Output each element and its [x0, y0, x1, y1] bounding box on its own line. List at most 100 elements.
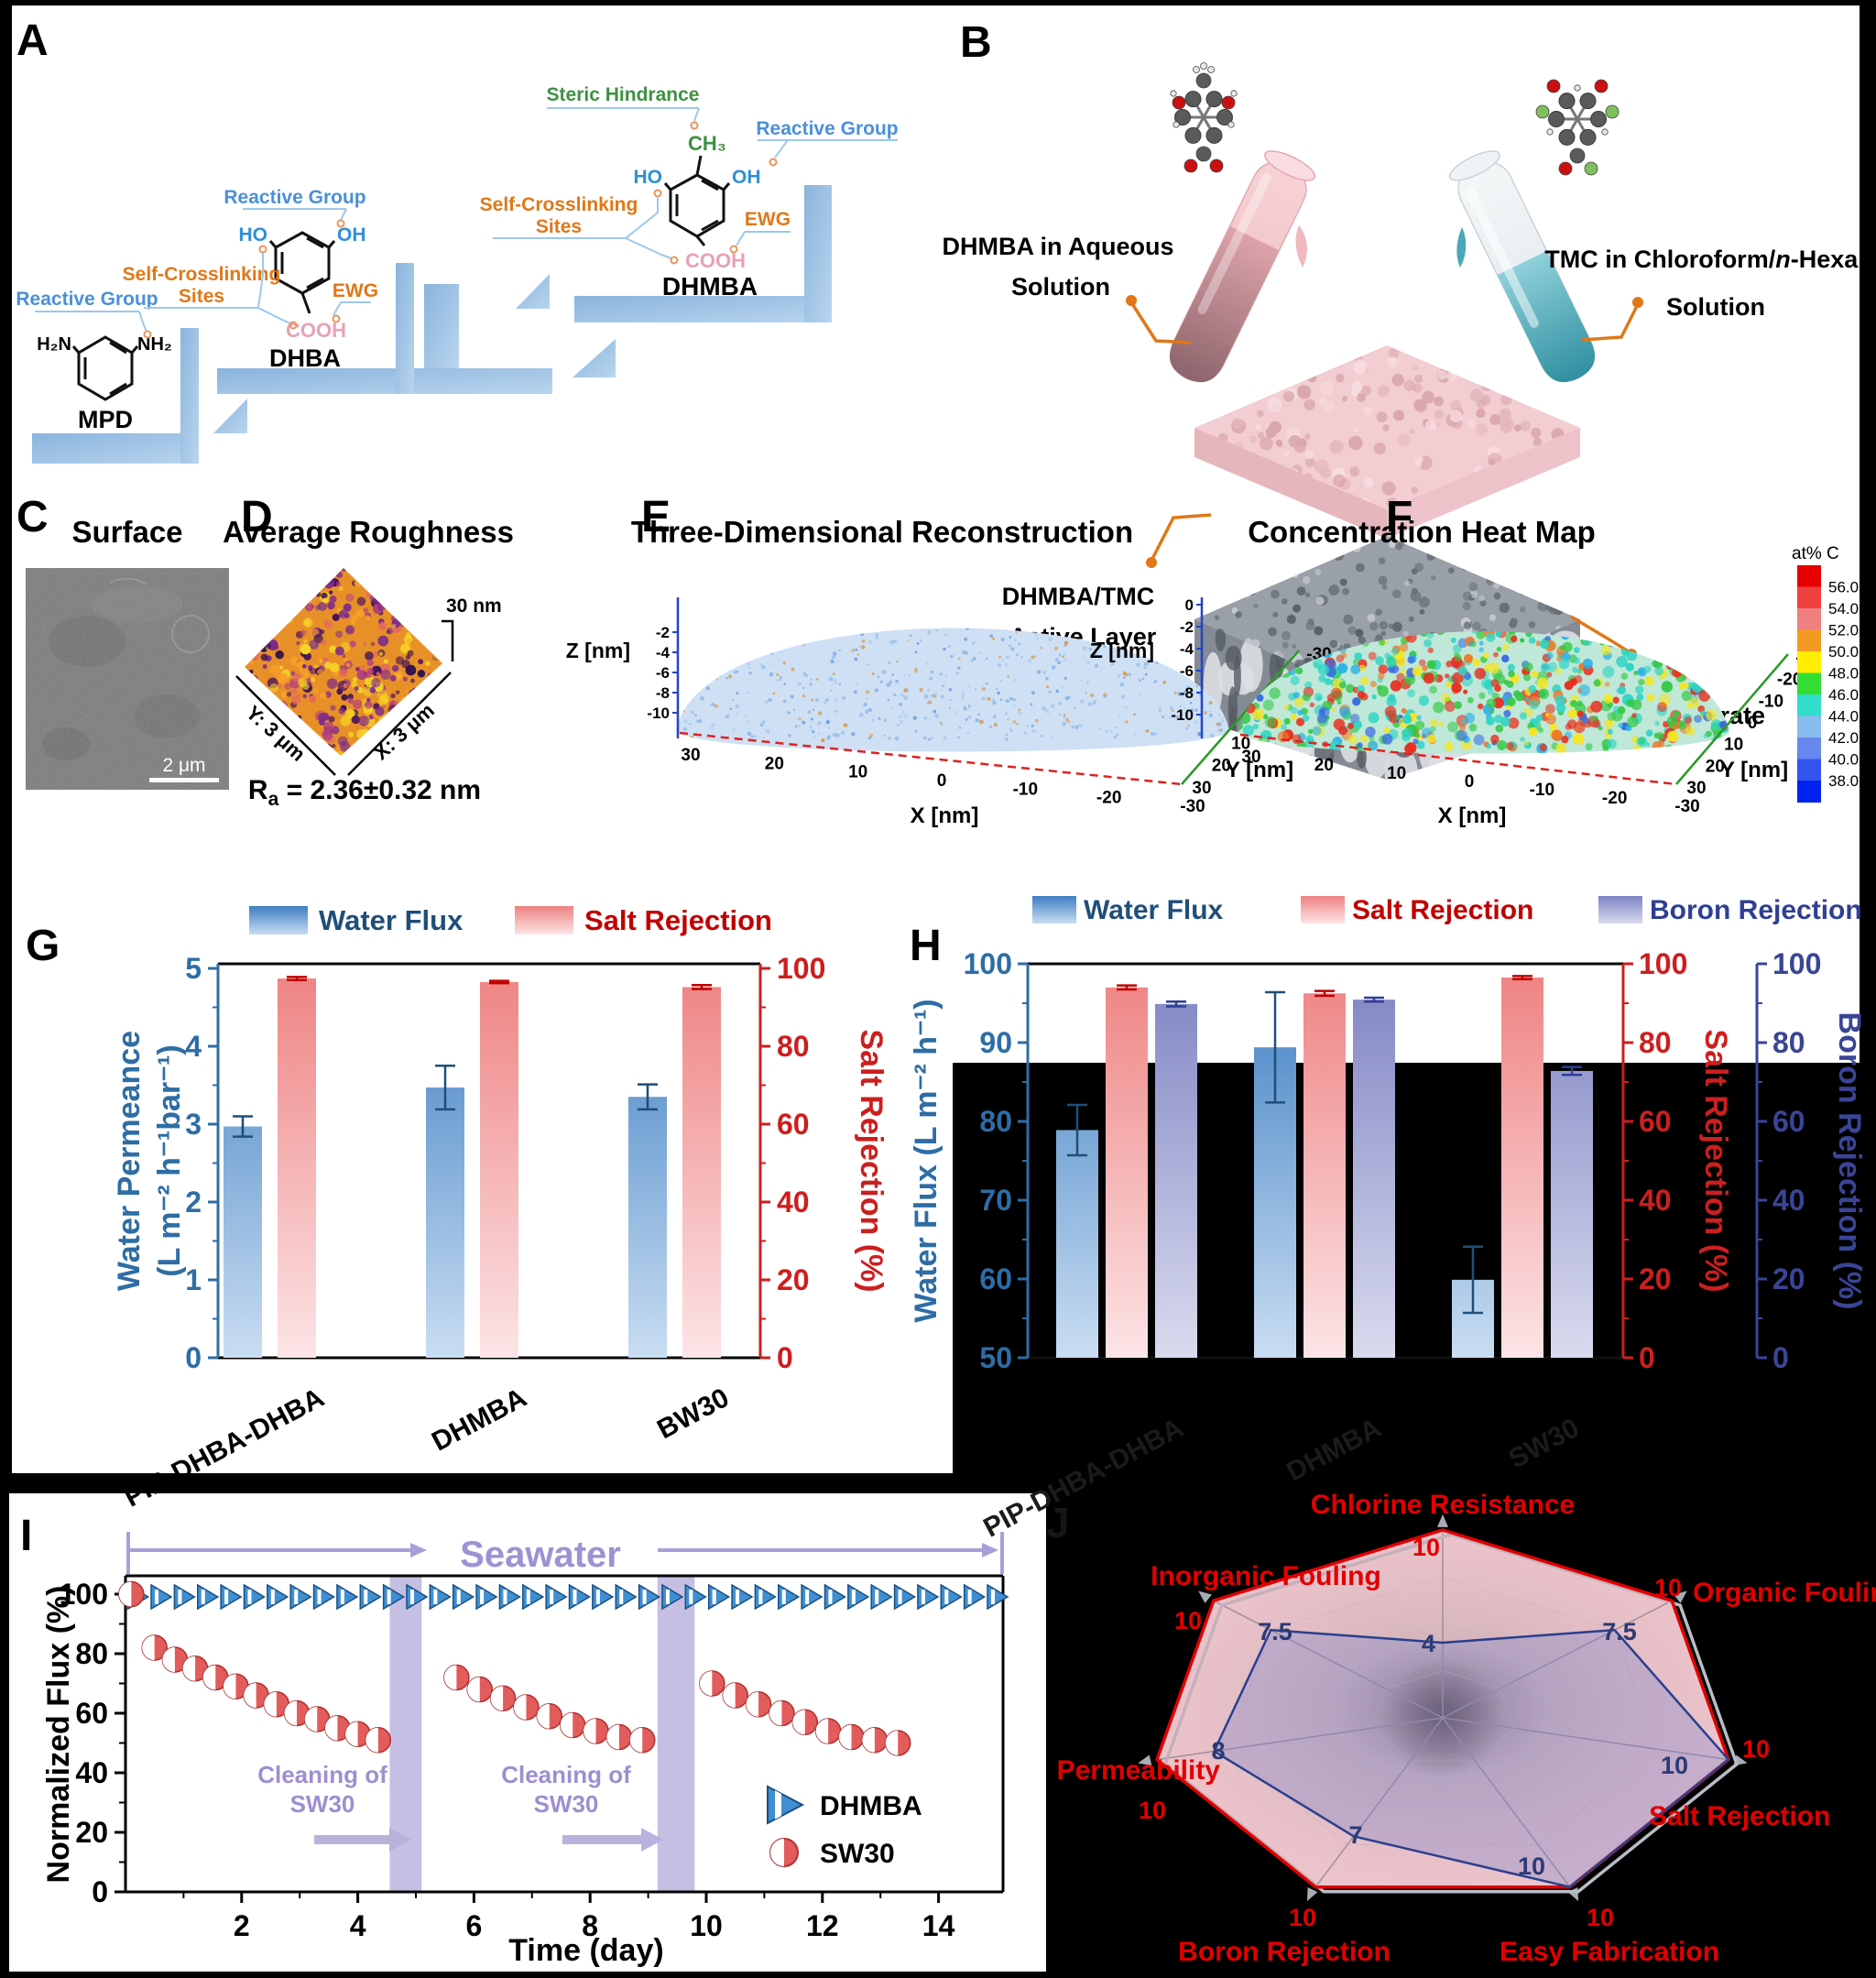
dhmba-point [173, 1583, 196, 1611]
legend-h-water-flux: Water Flux [1084, 895, 1224, 925]
legend-swatch-h-salt [1301, 896, 1345, 923]
tick-label: 60 [979, 1262, 1012, 1295]
dhmba-point [150, 1583, 173, 1611]
dhmba-point-stripe [317, 1590, 322, 1604]
radar-tip-10-of: 10 [1654, 1574, 1682, 1601]
radar-axis-arrow [1674, 1590, 1687, 1603]
cleaning-label-2b: SW30 [534, 1790, 599, 1818]
legend-swatch-h-water-flux [1032, 896, 1076, 923]
tick-label: 2 [185, 1186, 202, 1218]
category-label: SW30 [1504, 1413, 1585, 1474]
dhmba-point [197, 1583, 220, 1611]
dhmba-point-stripe [155, 1590, 159, 1604]
colorbar-segment [1797, 759, 1821, 781]
dhmba-point [289, 1583, 312, 1611]
sw30-point-half [792, 1710, 805, 1735]
sw30-point-half [769, 1700, 782, 1726]
colorbar-segment [1797, 565, 1821, 587]
dhba-oh: OH [337, 224, 366, 246]
g-ylabel-left-1: Water Permeance [112, 1031, 147, 1291]
tick-label: -10 [1013, 780, 1038, 799]
tick-label: 30 [681, 746, 700, 765]
tick-label: 20 [1212, 757, 1231, 776]
dhmba-point [801, 1583, 823, 1611]
annotation-ewg-dhmba: EWG [745, 209, 791, 230]
bar [682, 987, 721, 1358]
dhmba-point-stripe [364, 1590, 368, 1604]
radar-tip-10-cr: 10 [1412, 1534, 1440, 1561]
dhmba-point-stripe [270, 1590, 275, 1604]
panel-h-chart: H Water Flux Salt Rejection Boron Reject… [909, 895, 1867, 1544]
bar [278, 978, 316, 1358]
radar-axis-chlorine-resistance: Chlorine Resistance [1311, 1490, 1575, 1520]
dhmba-name: DHMBA [662, 272, 758, 301]
tick-label: 100 [777, 952, 825, 985]
panel-e-label: E [641, 493, 671, 541]
axis-line [1442, 1717, 1571, 1888]
dhmba-point [893, 1583, 917, 1611]
dhmba-point [684, 1583, 707, 1611]
colorbar-segment [1797, 738, 1821, 760]
sw30-point-half [202, 1665, 216, 1690]
sw30-point-half [118, 1581, 132, 1607]
tick-label: -20 [1777, 671, 1802, 690]
tick-label: -2 [656, 624, 670, 641]
dhmba-point-stripe [550, 1590, 554, 1604]
panel-g-chart: G Water Flux Salt Rejection Water Permea… [26, 904, 889, 1514]
axis-line [1442, 1600, 1673, 1719]
sw30-point-half [606, 1724, 619, 1750]
dhmba-point-stripe [247, 1590, 252, 1604]
radar-value-pm: 8 [1211, 1737, 1225, 1765]
pink-test-tube-icon [1169, 150, 1316, 383]
tick-label: 20 [765, 754, 784, 773]
dhmba-point-stripe [178, 1590, 182, 1604]
legend-h-salt-rejection: Salt Rejection [1352, 895, 1533, 925]
radar-axis-permeability: Permeability [1057, 1755, 1221, 1786]
dhmba-point [592, 1583, 615, 1611]
dhmba-point [452, 1583, 475, 1611]
sw30-point-half [244, 1683, 256, 1708]
dhmba-point [987, 1583, 1009, 1611]
sw30-point-half [537, 1703, 550, 1729]
dhmba-point-stripe [642, 1590, 647, 1604]
radar-value-if: 7.5 [1258, 1618, 1292, 1645]
tick-label: -8 [656, 684, 670, 702]
seawater-label: Seawater [460, 1535, 621, 1575]
panel-a-label: A [16, 16, 49, 65]
dhmba-point [220, 1583, 243, 1611]
radar-axis-arrow [1437, 1514, 1448, 1527]
bar [628, 1097, 667, 1358]
annotation-dots [143, 121, 778, 339]
tick-label: 80 [1639, 1026, 1672, 1059]
tick-label: -4 [1180, 640, 1194, 658]
sw30-point-half [284, 1700, 298, 1726]
tick-label: 10 [1387, 764, 1406, 783]
tick-label: 40 [777, 1186, 810, 1218]
tick-label: 30 [1686, 779, 1706, 798]
tick-label: 10 [1724, 736, 1743, 755]
radar-tip-10-pm: 10 [1139, 1797, 1166, 1824]
dhmba-point-stripe [944, 1590, 949, 1604]
tick-label: 20 [1639, 1262, 1672, 1295]
tick-label: 0 [92, 1875, 108, 1908]
panel-a: A H₂N NH₂ MPD [16, 16, 899, 464]
colorbar-segment [1797, 694, 1821, 716]
mpd-name: MPD [78, 406, 133, 433]
tick-label: -6 [1180, 662, 1194, 680]
bar [426, 1087, 464, 1358]
legend-water-flux: Water Flux [319, 904, 464, 936]
panel-f-title: Concentration Heat Map [1248, 515, 1596, 549]
panel-d: D Average Roughness 30 nm Y: 3 μm X: 3 μ… [223, 493, 514, 810]
dhmba-point-stripe [758, 1590, 763, 1604]
tick-label: 40.0 [1828, 751, 1859, 769]
tick-label: 30 [1192, 779, 1211, 798]
legend-swatch-salt-rejection [515, 906, 573, 934]
tick-label: 60 [1639, 1105, 1672, 1138]
dhmba-point-stripe [387, 1590, 391, 1604]
apt-dome [676, 628, 1229, 752]
tick-label: 4 [185, 1030, 202, 1063]
sem-scalebar [149, 778, 219, 782]
panel-j-radar: J Chlorine Resistance Organic Fouling Sa… [1046, 1490, 1876, 1967]
sw30-point-half [467, 1677, 480, 1702]
